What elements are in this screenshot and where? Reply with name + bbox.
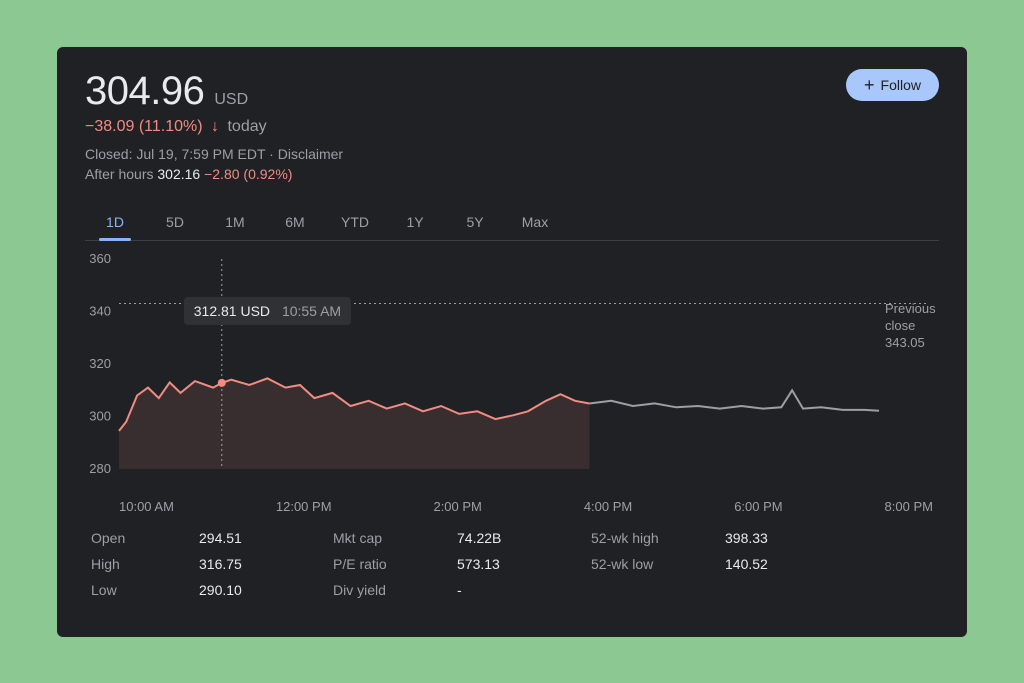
stat-value [725, 582, 835, 598]
x-tick-label: 6:00 PM [734, 499, 782, 514]
tab-5d[interactable]: 5D [145, 204, 205, 240]
tab-5y[interactable]: 5Y [445, 204, 505, 240]
plus-icon: + [864, 78, 875, 92]
tooltip-price: 312.81 USD [194, 303, 270, 319]
hover-tooltip: 312.81 USD 10:55 AM [184, 297, 351, 325]
stat-label: Low [91, 582, 175, 598]
x-tick-label: 12:00 PM [276, 499, 332, 514]
key-stats-grid: Open 294.51 Mkt cap 74.22B 52-wk high 398.33 H… [85, 530, 939, 598]
stat-label: 52-wk low [591, 556, 701, 572]
change-line: −38.09 (11.10%) ↓ today [85, 118, 343, 136]
follow-label: Follow [881, 77, 921, 93]
price-chart[interactable]: 280 300 320 340 360 [85, 253, 939, 477]
header-row: 304.96 USD −38.09 (11.10%) ↓ today Close… [85, 69, 939, 182]
current-price: 304.96 [85, 69, 204, 114]
previous-close-value: 343.05 [885, 335, 939, 352]
tab-ytd[interactable]: YTD [325, 204, 385, 240]
chart-area[interactable]: 280 300 320 340 360 312.81 USD 10:55 AM Prev… [85, 253, 939, 493]
change-suffix: today [227, 118, 266, 135]
after-hours-change: −2.80 (0.92%) [204, 166, 292, 182]
disclaimer-link[interactable]: Disclaimer [278, 146, 343, 162]
stat-label: High [91, 556, 175, 572]
after-hours-line: After hours 302.16 −2.80 (0.92%) [85, 166, 343, 182]
tab-1d[interactable]: 1D [85, 204, 145, 240]
market-status-line: Closed: Jul 19, 7:59 PM EDT · Disclaimer [85, 146, 343, 162]
stat-label: P/E ratio [333, 556, 433, 572]
range-tabs: 1D5D1M6MYTD1Y5YMax [85, 204, 939, 241]
stat-value: 290.10 [199, 582, 309, 598]
svg-text:340: 340 [89, 303, 111, 318]
x-axis-labels: 10:00 AM 12:00 PM 2:00 PM 4:00 PM 6:00 PM 8:0… [85, 493, 939, 514]
after-hours-price: 302.16 [157, 166, 200, 182]
tab-1m[interactable]: 1M [205, 204, 265, 240]
follow-button[interactable]: + Follow [846, 69, 939, 101]
stat-label: Div yield [333, 582, 433, 598]
tab-1y[interactable]: 1Y [385, 204, 445, 240]
previous-close-label-block: Previous close 343.05 [885, 301, 939, 352]
x-tick-label: 8:00 PM [885, 499, 933, 514]
stat-value: 140.52 [725, 556, 835, 572]
previous-close-text: Previous close [885, 301, 939, 335]
stat-label [591, 582, 701, 598]
svg-text:360: 360 [89, 253, 111, 266]
change-absolute: −38.09 [85, 118, 134, 135]
currency-label: USD [214, 91, 248, 109]
market-status: Closed: Jul 19, 7:59 PM EDT [85, 146, 265, 162]
tab-6m[interactable]: 6M [265, 204, 325, 240]
x-tick-label: 4:00 PM [584, 499, 632, 514]
price-block: 304.96 USD −38.09 (11.10%) ↓ today Close… [85, 69, 343, 182]
tooltip-time: 10:55 AM [282, 303, 341, 319]
stock-quote-card: 304.96 USD −38.09 (11.10%) ↓ today Close… [57, 47, 967, 637]
stat-value: 398.33 [725, 530, 835, 546]
svg-text:280: 280 [89, 461, 111, 476]
change-percent: (11.10%) [139, 118, 203, 135]
svg-text:320: 320 [89, 356, 111, 371]
x-tick-label: 10:00 AM [119, 499, 174, 514]
stat-label: 52-wk high [591, 530, 701, 546]
stat-value: 573.13 [457, 556, 567, 572]
svg-text:300: 300 [89, 408, 111, 423]
x-tick-label: 2:00 PM [433, 499, 481, 514]
stat-value: 294.51 [199, 530, 309, 546]
stat-value: 316.75 [199, 556, 309, 572]
arrow-down-icon: ↓ [211, 118, 219, 135]
stat-value: 74.22B [457, 530, 567, 546]
stat-value: - [457, 582, 567, 598]
tab-max[interactable]: Max [505, 204, 565, 240]
stat-label: Mkt cap [333, 530, 433, 546]
stat-label: Open [91, 530, 175, 546]
after-hours-label: After hours [85, 166, 153, 182]
